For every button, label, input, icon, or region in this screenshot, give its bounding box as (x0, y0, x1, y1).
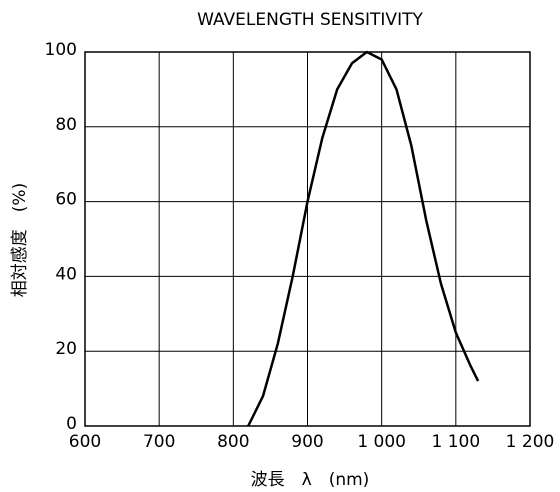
y-tick-label: 20 (55, 339, 77, 359)
x-tick-label: 800 (217, 432, 249, 452)
x-tick-label: 1 100 (431, 432, 480, 452)
x-axis-label: 波長 λ (nm) (251, 470, 370, 490)
y-tick-label: 80 (55, 115, 77, 135)
data-line (247, 50, 480, 427)
x-tick-label: 600 (69, 432, 101, 452)
y-tick-label: 100 (45, 40, 77, 60)
y-tick-label: 0 (66, 414, 77, 434)
y-axis-label: 相対感度 (%) (10, 183, 30, 297)
x-tick-label: 900 (291, 432, 323, 452)
y-tick-label: 60 (55, 190, 77, 210)
y-tick-label: 40 (55, 264, 77, 284)
chart-title: WAVELENGTH SENSITIVITY (197, 10, 423, 30)
x-tick-label: 1 200 (506, 432, 555, 452)
x-tick-label: 700 (143, 432, 175, 452)
x-tick-label: 1 000 (357, 432, 406, 452)
